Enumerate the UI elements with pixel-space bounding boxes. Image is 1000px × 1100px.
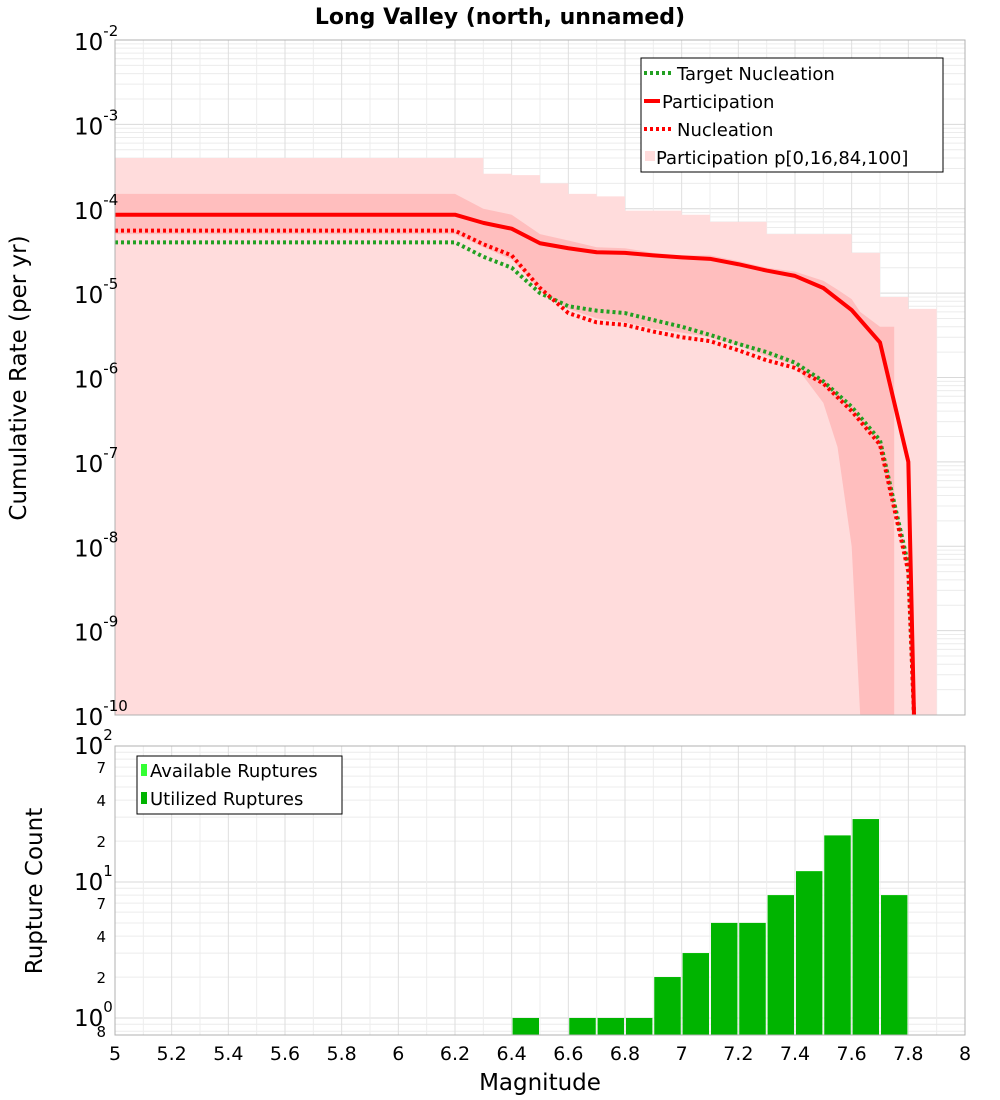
x-tick-label: 5: [109, 1043, 121, 1065]
rate-y-tick-label: 10-7: [74, 444, 118, 478]
x-tick-label: 8: [959, 1043, 971, 1065]
legend-label-participation: Participation: [662, 92, 774, 113]
x-tick-label: 5.2: [157, 1043, 187, 1065]
rate-lines: [115, 212, 916, 716]
count-y-minor-tick-label: 4: [96, 792, 106, 810]
count-y-major-tick-label: 100: [74, 998, 113, 1032]
x-tick-label: 6.4: [497, 1043, 527, 1065]
count-bars: [512, 819, 908, 1035]
rate-y-ticks: 10-10 10-9 10-8 10-7 10-6 10-5 10-4 10-3 10-2: [74, 22, 128, 731]
legend-label-target-nucleation: Target Nucleation: [676, 64, 835, 85]
count-legend: Available Ruptures Utilized Ruptures: [136, 755, 343, 815]
chart-title: Long Valley (north, unnamed): [315, 5, 685, 30]
utilized-rupture-bar: [711, 922, 738, 1035]
utilized-rupture-bar: [767, 895, 794, 1035]
rate-legend: Target Nucleation Participation Nucleati…: [640, 57, 944, 173]
utilized-rupture-bar: [739, 922, 766, 1035]
count-plot-frame: [114, 745, 966, 1036]
rate-y-tick-label: 10-8: [74, 528, 118, 562]
nucleation-line: [115, 228, 916, 716]
x-axis-label: Magnitude: [479, 1070, 601, 1096]
utilized-rupture-bar: [512, 1018, 539, 1035]
x-tick-label: 6.6: [553, 1043, 583, 1065]
utilized-rupture-bar: [597, 1018, 624, 1035]
rate-y-tick-label: 10-3: [74, 106, 118, 140]
target-nucleation-line: [115, 240, 916, 716]
utilized-rupture-bar: [626, 1018, 653, 1035]
count-y-ticks: 100 101 102 8 2 4 7 2 4 7: [74, 726, 113, 1041]
utilized-rupture-bar: [796, 871, 823, 1035]
rate-y-tick-label: 10-10: [74, 697, 128, 731]
count-y-minor-tick-label: 8: [96, 1023, 106, 1041]
count-legend-box: [136, 755, 343, 815]
x-tick-label: 7: [676, 1043, 688, 1065]
rate-y-axis-label: Cumulative Rate (per yr): [6, 235, 32, 520]
utilized-rupture-bar: [682, 953, 709, 1035]
x-tick-label: 5.6: [270, 1043, 300, 1065]
participation-line: [115, 212, 916, 716]
rate-y-tick-label: 10-9: [74, 613, 118, 647]
count-y-major-tick-label: 101: [74, 862, 113, 896]
legend-label-utilized-ruptures: Utilized Ruptures: [150, 789, 303, 810]
count-x-ticks: 5 5.2 5.4 5.6 5.8 6 6.2 6.4 6.6 6.8 7 7.2 7.4 7.6 7.8 8: [109, 1043, 971, 1065]
legend-label-nucleation: Nucleation: [677, 120, 773, 141]
count-y-minor-tick-label: 7: [96, 895, 106, 913]
utilized-rupture-bar: [654, 977, 681, 1035]
x-tick-label: 6.8: [610, 1043, 640, 1065]
x-tick-label: 7.6: [837, 1043, 867, 1065]
rate-y-tick-label: 10-4: [74, 191, 118, 225]
legend-swatch-participation-band: [645, 151, 655, 161]
legend-swatch-available-ruptures: [141, 764, 147, 776]
count-y-minor-tick-label: 4: [96, 928, 106, 946]
utilized-rupture-bar: [569, 1018, 596, 1035]
legend-swatch-utilized-ruptures: [141, 792, 147, 804]
rate-y-tick-label: 10-5: [74, 275, 118, 309]
utilized-rupture-bar: [824, 835, 851, 1035]
utilized-rupture-bar: [852, 819, 879, 1035]
x-tick-label: 5.8: [327, 1043, 357, 1065]
count-y-minor-tick-label: 7: [96, 759, 106, 777]
rupture-count-panel: 100 101 102 8 2 4 7 2 4 7 5 5.2 5.4 5.6 5.8 6 6.2 6.4 6.6…: [22, 726, 971, 1096]
x-tick-label: 7.2: [723, 1043, 753, 1065]
rate-panel: 10-10 10-9 10-8 10-7 10-6 10-5 10-4 10-3 10-2 Cu…: [6, 22, 966, 731]
rate-plot-frame: [114, 39, 966, 716]
utilized-rupture-bar: [881, 895, 908, 1035]
count-y-major-tick-label: 102: [74, 726, 113, 760]
x-tick-label: 5.4: [213, 1043, 243, 1065]
count-y-minor-tick-label: 2: [96, 833, 106, 851]
rate-y-tick-label: 10-6: [74, 360, 118, 394]
x-tick-label: 7.4: [780, 1043, 810, 1065]
rate-y-tick-label: 10-2: [74, 22, 118, 56]
count-y-minor-tick-label: 2: [96, 969, 106, 987]
participation-p16-p84-band: [115, 193, 895, 715]
legend-label-available-ruptures: Available Ruptures: [150, 761, 318, 782]
x-tick-label: 7.8: [893, 1043, 923, 1065]
rate-legend-box: [640, 57, 944, 173]
legend-label-participation-band: Participation p[0,16,84,100]: [656, 148, 908, 169]
x-tick-label: 6.2: [440, 1043, 470, 1065]
count-y-axis-label: Rupture Count: [22, 808, 48, 974]
x-tick-label: 6: [392, 1043, 404, 1065]
rate-bands: [115, 157, 937, 716]
